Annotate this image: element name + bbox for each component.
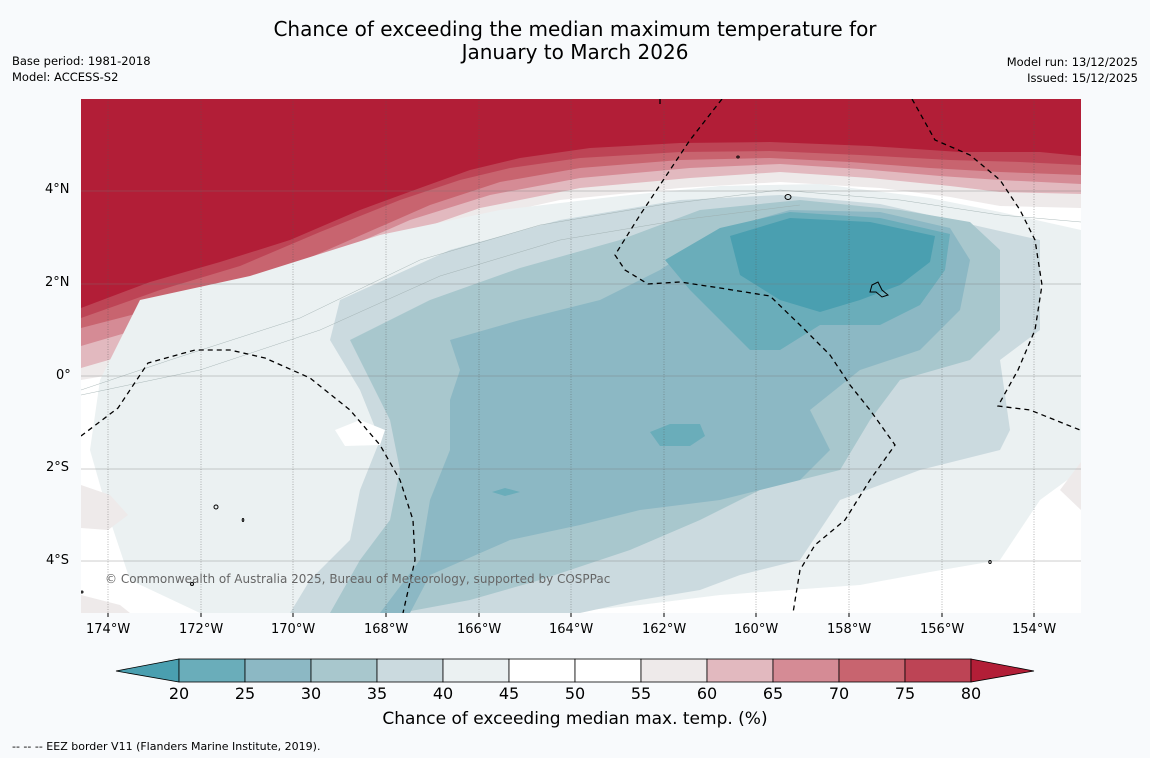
fill-lt-20 (730, 218, 935, 312)
fill-warm-patch-sw (81, 485, 128, 530)
colorbar-label-70: 70 (828, 684, 850, 703)
colorbar-label-75: 75 (894, 684, 916, 703)
lon-tick-164w: 164°W (549, 622, 594, 637)
lon-tick-172w: 172°W (179, 622, 224, 637)
colorbar-label-35: 35 (366, 684, 388, 703)
island-kiritimati-north (784, 194, 792, 200)
colorbar-label-60: 60 (696, 684, 718, 703)
fill-warm-patch-se (1060, 462, 1081, 510)
lon-tick-166w: 166°W (457, 622, 502, 637)
colorbar (115, 658, 1035, 683)
colorbar-seg-60-65 (706, 658, 774, 683)
colorbar-seg-70-75 (838, 658, 906, 683)
islands (81, 155, 992, 594)
colorbar-seg-45-50 (508, 658, 576, 683)
model-run: Model run: 13/12/2025 (1006, 55, 1138, 69)
meta-right: Model run: 13/12/2025 Issued: 15/12/2025 (1007, 55, 1138, 86)
fill-white-patch-1 (335, 420, 385, 446)
colorbar-label-30: 30 (300, 684, 322, 703)
lat-gridlines (81, 190, 1081, 562)
fill-warm-patch-sw2 (81, 595, 130, 613)
colorbar-seg-35-40 (376, 658, 444, 683)
colorbar-seg-30-35 (310, 658, 378, 683)
lat-tick-0: 0° (56, 368, 71, 383)
colorbar-seg-20-25 (178, 658, 246, 683)
colorbar-label-55: 55 (630, 684, 652, 703)
eez-borders (81, 99, 1081, 613)
island-small-2 (988, 560, 992, 564)
lat-tick-4s: 4°S (46, 553, 70, 568)
lon-tick-168w: 168°W (364, 622, 409, 637)
colorbar-label-50: 50 (564, 684, 586, 703)
eez-border-east (911, 99, 1081, 431)
colorbar-label-20: 20 (168, 684, 190, 703)
gridlines (107, 99, 1035, 613)
island-small-4 (241, 518, 245, 522)
contour-line-2 (81, 204, 801, 396)
base-period: Base period: 1981-2018 (12, 54, 151, 68)
island-small-1 (190, 582, 194, 586)
lon-tick-154w: 154°W (1012, 622, 1057, 637)
lat-tick-2n: 2°N (45, 275, 70, 290)
title-line-2: January to March 2026 (461, 40, 689, 64)
lon-tick-170w: 170°W (271, 622, 316, 637)
island-small-3 (736, 155, 740, 159)
colorbar-label-25: 25 (234, 684, 256, 703)
lon-tick-174w: 174°W (86, 622, 131, 637)
colorbar-seg-65-70 (772, 658, 840, 683)
colorbar-title: Chance of exceeding median max. temp. (%… (382, 709, 768, 729)
fill-cool-patch-w (232, 425, 244, 455)
contour-lines (81, 189, 1081, 396)
title-line-1: Chance of exceeding the median maximum t… (273, 17, 877, 41)
colorbar-seg-40-45 (442, 658, 510, 683)
eez-border-kiribati (614, 99, 896, 613)
lon-tick-162w: 162°W (642, 622, 687, 637)
copyright-notice: © Commonwealth of Australia 2025, Bureau… (105, 572, 611, 586)
fill-gt-80 (81, 99, 1081, 308)
fill-patch-south (492, 488, 520, 496)
island-kiritimati (869, 281, 890, 298)
colorbar-extend-low (115, 658, 180, 683)
colorbar-seg-25-30 (244, 658, 312, 683)
meta-left: Base period: 1981-2018 Model: ACCESS-S2 (12, 54, 151, 85)
map-title: Chance of exceeding the median maximum t… (0, 18, 1150, 64)
colorbar-label-65: 65 (762, 684, 784, 703)
contour-line-1 (81, 189, 1081, 391)
colorbar-seg-75-80 (904, 658, 972, 683)
eez-legend-note: -- -- -- EEZ border V11 (Flanders Marine… (12, 740, 321, 753)
lat-tick-2s: 2°S (46, 460, 70, 475)
colorbar-label-80: 80 (960, 684, 982, 703)
lon-tick-160w: 160°W (734, 622, 779, 637)
colorbar-seg-55-60 (640, 658, 708, 683)
tick-marks (107, 613, 1035, 617)
lon-tick-156w: 156°W (920, 622, 965, 637)
eez-border-west (81, 349, 416, 613)
issued-date: Issued: 15/12/2025 (1027, 70, 1138, 85)
lat-tick-4n: 4°N (45, 182, 70, 197)
lon-tick-158w: 158°W (827, 622, 872, 637)
colorbar-extend-high (970, 658, 1035, 683)
colorbar-label-45: 45 (498, 684, 520, 703)
island-small-5 (81, 590, 84, 594)
colorbar-label-40: 40 (432, 684, 454, 703)
model-name: Model: ACCESS-S2 (12, 69, 119, 84)
map-plot-area (81, 99, 1081, 613)
island-swains (213, 504, 219, 510)
colorbar-seg-50-55 (574, 658, 642, 683)
